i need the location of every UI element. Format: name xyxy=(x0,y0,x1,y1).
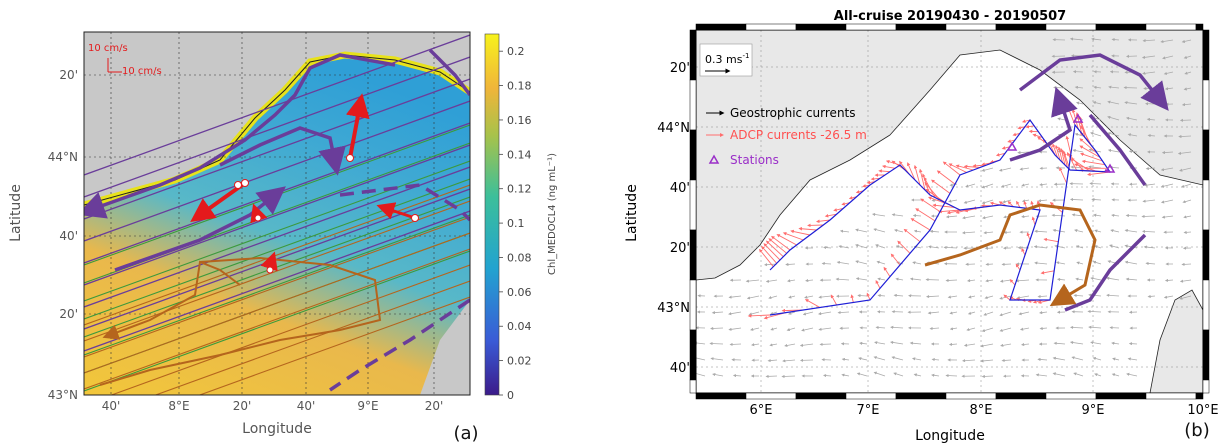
panel-b-xlabel: Longitude xyxy=(915,428,985,443)
panel-a-ylabel: Latitude xyxy=(8,184,24,242)
panel-a-y-tick-label: 40' xyxy=(59,229,78,243)
panel-b-y-ticks: 20' 44°N 40' 20' 43°N 40' xyxy=(657,61,690,376)
panel-a-x-tick-label: 40' xyxy=(102,399,121,413)
panel-a-x-ticks: 40' 8°E 20' 40' 9°E 20' xyxy=(102,399,444,413)
colorbar-tick-label: 0.1 xyxy=(507,217,525,230)
colorbar-tick-label: 0.02 xyxy=(507,355,532,368)
panel-a-y-tick-label: 44°N xyxy=(48,150,78,164)
panel-b-y-tick-label: 40' xyxy=(670,181,690,196)
panel-a-red-arrow-5 xyxy=(270,260,272,266)
legend-adcp-label: ADCP currents -26.5 m xyxy=(730,128,867,142)
panel-a-station xyxy=(255,215,261,221)
panel-b-x-tick-label: 10°E xyxy=(1187,403,1218,418)
panel-a-y-tick-label: 43°N xyxy=(48,388,78,402)
panel-a-x-tick-label: 20' xyxy=(233,399,252,413)
colorbar-tick-label: 0.2 xyxy=(507,45,525,58)
panel-b-x-tick-label: 9°E xyxy=(1082,403,1105,418)
panel-a-xlabel: Longitude xyxy=(242,421,312,437)
panel-b-y-tick-label: 40' xyxy=(670,361,690,376)
colorbar-label: Chl_MEDOCL4 (ng mL⁻¹) xyxy=(547,153,558,275)
panel-a-scale-label-1: 10 cm/s xyxy=(88,43,128,54)
panel-b-scale-box: 0.3 ms-1 xyxy=(700,44,752,76)
panel-a-panel-label: (a) xyxy=(453,423,478,443)
colorbar-ticks: 0.2 0.18 0.16 0.14 0.12 0.1 0.08 0.06 0.04 0.02 0 xyxy=(499,45,532,402)
colorbar-tick-label: 0.16 xyxy=(507,114,532,127)
panel-a-y-tick-label: 20' xyxy=(59,307,78,321)
panel-a-x-tick-label: 20' xyxy=(425,399,444,413)
colorbar-tick-label: 0.08 xyxy=(507,251,532,264)
panel-b-y-tick-label: 43°N xyxy=(657,301,690,316)
panel-b-y-tick-label: 20' xyxy=(670,61,690,76)
panel-b-x-ticks: 6°E 7°E 8°E 9°E 10°E xyxy=(750,403,1219,418)
colorbar-tick-label: 0.12 xyxy=(507,183,532,196)
panel-a-x-tick-label: 9°E xyxy=(357,399,378,413)
panel-a-x-tick-label: 8°E xyxy=(168,399,189,413)
colorbar-tick-label: 0.18 xyxy=(507,80,532,93)
panel-b-y-tick-label: 20' xyxy=(670,241,690,256)
colorbar-tick-label: 0.04 xyxy=(507,320,532,333)
colorbar-tick-label: 0.06 xyxy=(507,286,532,299)
panel-b-panel-label: (b) xyxy=(1184,420,1209,441)
legend-stations-label: Stations xyxy=(730,153,779,167)
panel-b-x-tick-label: 6°E xyxy=(750,403,773,418)
panel-a-y-tick-label: 20' xyxy=(59,68,78,82)
panel-a-station xyxy=(347,155,354,162)
panel-b-ylabel: Latitude xyxy=(624,184,640,242)
panel-b-y-tick-label: 44°N xyxy=(657,121,690,136)
panel-a-station xyxy=(242,180,249,187)
panel-b-title: All-cruise 20190430 - 20190507 xyxy=(834,9,1066,24)
panel-a-scale-label-2: 10 cm/s xyxy=(122,66,162,77)
panel-a-station xyxy=(235,182,242,189)
panel-b-map: All-cruise 20190430 - 20190507 0.3 ms-1 xyxy=(624,9,1219,443)
panel-b-x-tick-label: 8°E xyxy=(970,403,993,418)
panel-a-x-tick-label: 40' xyxy=(297,399,316,413)
panel-a-colorbar: 0.20.180.160.140.120.10.080.060.040.020 … xyxy=(485,34,558,402)
panel-a-y-ticks: 20' 44°N 40' 20' 43°N xyxy=(48,68,78,402)
panel-a-station xyxy=(267,267,273,273)
colorbar-gradient xyxy=(485,34,499,395)
colorbar-tick-label: 0.14 xyxy=(507,148,532,161)
panel-b-x-tick-label: 7°E xyxy=(857,403,880,418)
panel-a-map: 10 cm/s 10 cm/s 40' 8°E 20' 40' 9°E 20' 20' 44… xyxy=(8,32,479,443)
legend-geostrophic-label: Geostrophic currents xyxy=(730,106,856,120)
colorbar-tick-label: 0 xyxy=(507,389,514,402)
panel-a-station xyxy=(412,215,419,222)
